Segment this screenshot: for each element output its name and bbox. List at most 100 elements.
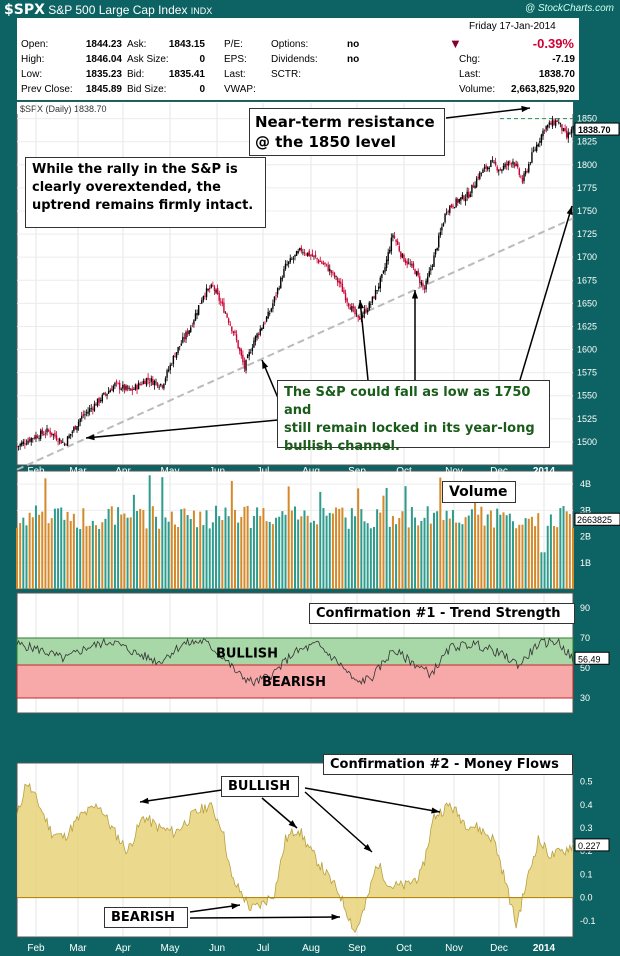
- price-candle-body: [242, 354, 244, 363]
- price-candle-body: [537, 144, 539, 147]
- price-candle-body: [128, 388, 130, 389]
- quote-value: 0: [199, 54, 205, 65]
- price-candle-body: [147, 377, 149, 381]
- x-tick-label: 2014: [533, 466, 556, 477]
- price-candle-body: [297, 250, 299, 254]
- volume-bar: [113, 524, 116, 589]
- price-candle-body: [550, 122, 552, 125]
- price-candle-body: [501, 169, 503, 172]
- volume-bar: [344, 517, 347, 589]
- price-candle-body: [109, 390, 111, 393]
- price-candle-body: [324, 262, 326, 265]
- quote-value: 1846.04: [85, 54, 122, 65]
- x-tick-label: Nov: [445, 466, 463, 477]
- price-candle-body: [419, 276, 421, 283]
- price-candle-body: [22, 441, 25, 444]
- price-candle-body: [212, 285, 214, 287]
- volume-bar: [347, 528, 350, 589]
- price-candle-body: [178, 346, 181, 348]
- price-candle-body: [131, 388, 134, 391]
- price-candle-body: [172, 355, 175, 364]
- price-candle-body: [450, 204, 453, 208]
- volume-bar: [540, 552, 543, 589]
- price-candle-body: [160, 383, 162, 386]
- volume-bar: [341, 507, 344, 589]
- quote-value: 1838.70: [538, 69, 575, 80]
- price-candle-body: [273, 296, 276, 303]
- volume-bar: [243, 506, 246, 589]
- volume-bar: [436, 511, 439, 589]
- money-flow-y-tick: -0.1: [580, 916, 596, 926]
- price-candle-body: [330, 270, 333, 274]
- trend-y-tick: 30: [580, 693, 590, 703]
- price-candle-body: [202, 295, 205, 301]
- price-candle-body: [191, 325, 194, 327]
- x-tick-label: Oct: [396, 466, 412, 477]
- volume-bar: [25, 525, 28, 589]
- price-candle-body: [392, 234, 394, 238]
- price-candle-body: [455, 198, 457, 207]
- price-candle-body: [199, 303, 201, 305]
- quote-value: no: [347, 54, 360, 65]
- volume-bar: [189, 519, 192, 589]
- volume-bar: [451, 510, 454, 589]
- price-candle-body: [570, 129, 573, 134]
- price-candle-body: [257, 334, 260, 336]
- price-candle-body: [475, 178, 478, 187]
- price-candle-body: [229, 324, 231, 326]
- price-candle-body: [281, 278, 284, 280]
- mf-bullish-arrow-1: [139, 789, 223, 803]
- price-candle-body: [461, 194, 464, 199]
- price-candle-body: [36, 436, 39, 439]
- volume-bar: [34, 505, 37, 589]
- price-candle-body: [183, 337, 186, 339]
- price-candle-body: [483, 166, 486, 169]
- volume-last-tag: [574, 512, 620, 526]
- price-candle-body: [387, 252, 389, 262]
- price-y-tick: 1575: [577, 368, 597, 378]
- price-candle-body: [111, 389, 113, 391]
- price-candle-body: [376, 290, 378, 291]
- x-tick-label: Nov: [445, 943, 463, 954]
- volume-bar: [486, 514, 489, 589]
- price-candle-body: [54, 432, 56, 437]
- volume-bar: [515, 528, 518, 589]
- price-candle-body: [441, 226, 443, 231]
- volume-bar: [477, 514, 480, 589]
- x-tick-label: Aug: [302, 943, 320, 954]
- price-candle-body: [551, 119, 554, 127]
- price-candle-body: [77, 421, 80, 427]
- volume-bar: [132, 494, 135, 589]
- channel-annotation: The S&P could fall as low as 1750 and sti…: [277, 380, 550, 454]
- price-candle-body: [452, 205, 454, 208]
- volume-bar: [553, 526, 556, 589]
- price-candle-body: [218, 293, 220, 301]
- price-candle-body: [21, 442, 23, 446]
- price-candle-body: [278, 288, 280, 290]
- volume-y-tick: 2B: [580, 532, 591, 542]
- price-candle-body: [379, 277, 381, 289]
- volume-bar: [287, 486, 290, 589]
- volume-bar: [417, 525, 420, 589]
- price-candle-body: [531, 152, 533, 163]
- price-candle-body: [444, 213, 446, 223]
- mf-bullish-arrow-3: [304, 791, 373, 853]
- price-candle-body: [254, 335, 257, 342]
- volume-bar: [433, 512, 435, 589]
- volume-bar: [303, 510, 306, 589]
- volume-bar: [94, 525, 97, 589]
- x-tick-label: Dec: [490, 466, 508, 477]
- volume-bar: [145, 528, 148, 589]
- price-candle-body: [28, 438, 31, 442]
- volume-bar: [98, 528, 101, 589]
- price-y-tick: 1650: [577, 298, 597, 308]
- trend-y-tick: 90: [580, 603, 590, 613]
- last-price-value: 1838.70: [578, 125, 611, 135]
- volume-bar: [559, 508, 562, 589]
- price-candle-body: [139, 384, 141, 385]
- mf-bullish-arrow-4-head: [431, 807, 440, 814]
- price-y-tick: 1750: [577, 206, 597, 216]
- price-candle-body: [70, 433, 72, 436]
- price-candle-body: [261, 327, 263, 331]
